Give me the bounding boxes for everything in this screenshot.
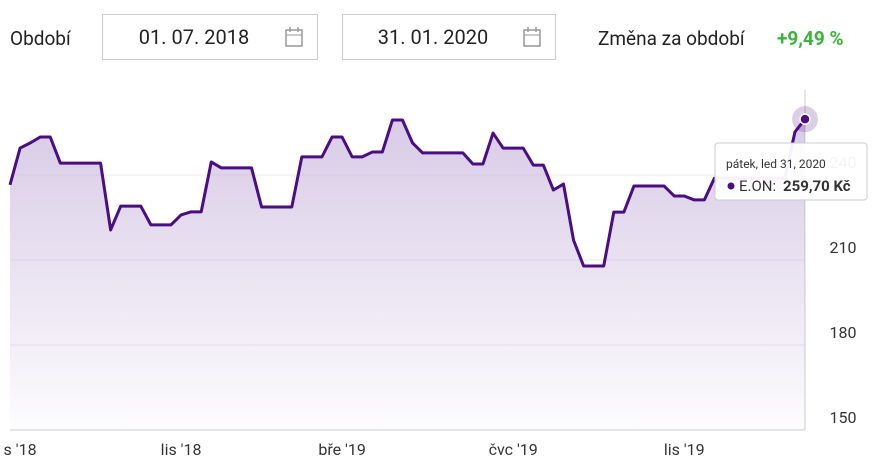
tooltip-date: pátek, led 31, 2020: [726, 157, 826, 171]
x-tick-label: lis '18: [161, 440, 202, 459]
start-date-input[interactable]: 01. 07. 2018: [102, 14, 318, 60]
y-tick-label: 150: [830, 408, 857, 427]
y-tick-label: 180: [830, 323, 857, 342]
tooltip-dot: [727, 182, 735, 190]
x-tick-label: s '18: [4, 440, 37, 459]
price-line: [8, 118, 807, 268]
y-tick-label: 210: [830, 238, 857, 257]
change-label: Změna za období: [598, 26, 745, 50]
calendar-icon: [523, 27, 541, 47]
hover-point: [799, 113, 811, 125]
x-tick-label: lis '19: [664, 440, 705, 459]
calendar-icon: [285, 27, 303, 47]
end-date-input[interactable]: 31. 01. 2020: [342, 14, 556, 60]
x-tick-label: bře '19: [318, 440, 366, 459]
tooltip: pátek, led 31, 2020 E.ON: 259,70 Kč: [714, 142, 868, 201]
tooltip-series: E.ON:: [739, 177, 776, 195]
period-label: Období: [10, 26, 71, 50]
end-date: 31. 01. 2020: [377, 25, 489, 49]
area: [10, 119, 805, 430]
x-tick-label: čvc '19: [489, 440, 538, 459]
tooltip-value: 259,70 Kč: [783, 177, 851, 195]
tooltip-box: [714, 142, 868, 201]
start-date: 01. 07. 2018: [138, 25, 250, 49]
change-value: +9,49 %: [777, 26, 844, 50]
